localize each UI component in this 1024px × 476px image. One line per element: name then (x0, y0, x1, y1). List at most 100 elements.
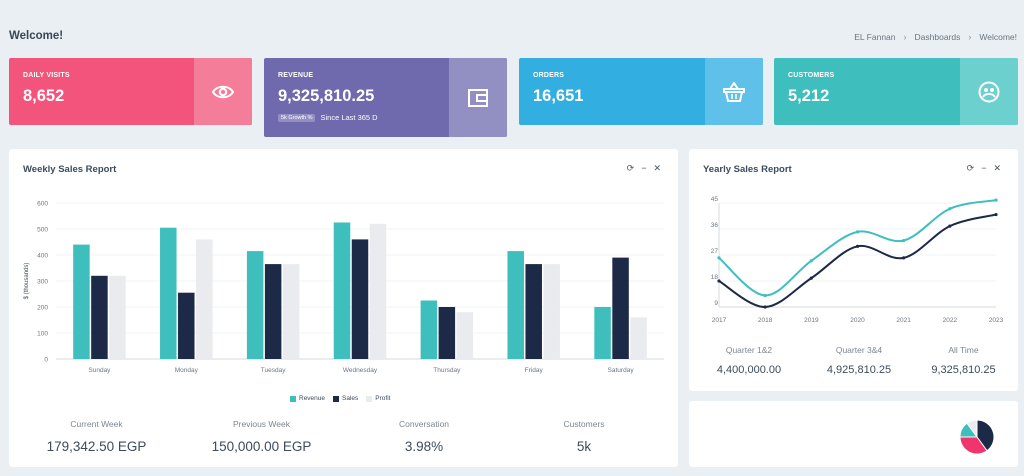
bar-sales (612, 257, 629, 359)
data-point (902, 238, 906, 243)
bar-revenue (73, 244, 90, 359)
data-point (855, 244, 860, 248)
x-tick-label: Thursday (433, 367, 461, 374)
summary-value: 150,000.00 EGP (211, 439, 312, 454)
x-tick-label: 2023 (989, 317, 1004, 324)
breadcrumb: EL Fannan › Dashboards › Welcome! (854, 32, 1017, 42)
legend-item[interactable]: Revenue (290, 395, 325, 402)
x-tick-label: Wednesday (343, 367, 378, 374)
bar-revenue (420, 300, 438, 359)
y-tick-label: 45 (711, 196, 719, 203)
minimize-icon[interactable]: − (981, 163, 987, 173)
bar-profit (543, 264, 560, 359)
card-title: Yearly Sales Report (703, 164, 792, 175)
data-point (717, 279, 721, 283)
legend-label: Revenue (299, 395, 326, 402)
data-point (809, 276, 813, 280)
legend-item[interactable]: Sales (333, 395, 358, 402)
users-icon (978, 81, 1000, 102)
x-tick-label: Saturday (608, 367, 635, 374)
data-point (717, 256, 721, 260)
legend-item[interactable]: Profit (366, 395, 390, 402)
summary-all-time: All Time 9,325,810.25 (909, 345, 1018, 376)
eye-icon (212, 85, 234, 98)
legend-swatch (366, 395, 373, 402)
daily-visits-card: DAILY VISITS 8,652 (9, 58, 252, 125)
summary-current-week: Current Week 179,342.50 EGP (9, 419, 184, 454)
stat-sub-text: Since Last 365 D (320, 113, 378, 122)
page-title: Welcome! (9, 30, 64, 42)
y-tick-label: 9 (714, 300, 718, 307)
legend-label: Sales (342, 395, 359, 402)
stat-value: 9,325,810.25 (278, 87, 375, 105)
bar-profit (196, 239, 213, 359)
bar-sales (91, 275, 108, 359)
bar-revenue (594, 307, 611, 359)
data-point (948, 224, 952, 228)
yearly-summary: Quarter 1&2 4,400,000.00 Quarter 3&4 4,9… (689, 345, 1018, 376)
y-tick-label: 300 (37, 279, 48, 286)
summary-label: Conversation (398, 419, 450, 429)
y-tick-label: 18 (711, 274, 719, 281)
x-tick-label: 2019 (804, 317, 819, 324)
bar-revenue (246, 251, 264, 359)
wallet-icon (468, 88, 488, 107)
x-tick-label: 2017 (712, 317, 727, 324)
summary-value: 9,325,810.25 (931, 364, 996, 376)
bar-sales (525, 264, 542, 359)
bar-sales (264, 264, 282, 359)
bar-sales (351, 239, 369, 359)
bar-profit (630, 317, 647, 359)
close-icon[interactable]: ✕ (653, 163, 661, 173)
y-tick-label: 27 (711, 248, 719, 255)
summary-label: All Time (948, 345, 979, 355)
x-tick-label: 2021 (896, 317, 911, 324)
bar-revenue (507, 251, 524, 359)
weekly-summary: Current Week 179,342.50 EGP Previous Wee… (9, 419, 678, 454)
stat-value: 16,651 (533, 87, 584, 105)
chevron-right-icon: › (968, 32, 972, 42)
data-point (948, 207, 952, 211)
bar-revenue (333, 222, 351, 359)
stat-label: REVENUE (278, 72, 314, 79)
bar-sales (178, 292, 195, 359)
close-icon[interactable]: ✕ (993, 163, 1001, 173)
bar-profit (282, 264, 300, 359)
legend-swatch (333, 395, 340, 402)
bar-sales (438, 307, 456, 359)
breadcrumb-item-dashboards[interactable]: Dashboards (914, 32, 961, 42)
summary-quarter-1-2: Quarter 1&2 4,400,000.00 (689, 345, 809, 376)
summary-value: 3.98% (404, 439, 444, 454)
stat-icon-box (960, 58, 1018, 125)
yearly-sales-chart: 9 18 27 36 45 2017 2018 2019 2020 2021 2022 2023 (711, 196, 1004, 324)
data-point (994, 198, 998, 202)
y-tick-label: 400 (37, 253, 48, 260)
x-tick-label: 2022 (943, 317, 958, 324)
growth-badge: 5k Growth % (278, 113, 316, 122)
data-point (994, 212, 998, 217)
summary-conversation: Conversation 3.98% (339, 419, 509, 454)
x-tick-label: Monday (175, 367, 199, 374)
x-tick-label: Sunday (88, 367, 111, 374)
pie-slice (959, 436, 988, 455)
summary-value: 179,342.50 EGP (46, 439, 147, 454)
x-tick-label: Tuesday (261, 367, 286, 374)
refresh-icon[interactable]: ⟳ (626, 163, 635, 173)
y-tick-label: 36 (711, 222, 719, 229)
stat-icon-box (705, 58, 763, 125)
stat-label: DAILY VISITS (23, 72, 70, 79)
series-line-1 (718, 213, 997, 309)
summary-customers: Customers 5k (509, 419, 659, 454)
minimize-icon[interactable]: − (641, 163, 647, 173)
customers-card: CUSTOMERS 5,212 (774, 58, 1018, 125)
stat-label: CUSTOMERS (788, 72, 835, 79)
orders-card: ORDERS 16,651 (519, 58, 763, 125)
stat-sub: 5k Growth % Since Last 365 D (278, 113, 378, 122)
revenue-card: REVENUE 9,325,810.25 5k Growth % Since L… (264, 58, 507, 137)
stat-icon-box (449, 58, 507, 137)
refresh-icon[interactable]: ⟳ (966, 163, 975, 173)
card-tools: ⟳ − ✕ (627, 164, 661, 173)
breadcrumb-item-home[interactable]: EL Fannan (854, 32, 896, 42)
chevron-right-icon: › (903, 32, 907, 42)
y-tick-label: 500 (37, 227, 48, 234)
